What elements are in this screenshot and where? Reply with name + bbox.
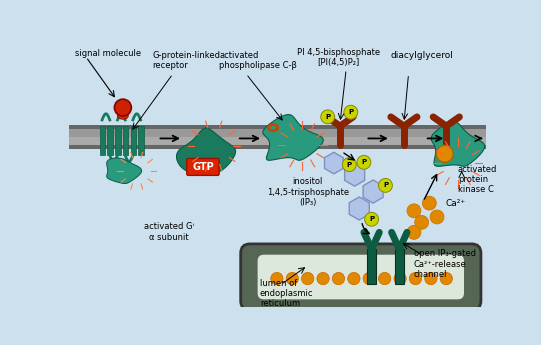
Polygon shape xyxy=(263,115,324,160)
Polygon shape xyxy=(176,128,236,172)
Ellipse shape xyxy=(117,113,128,119)
Circle shape xyxy=(410,273,421,285)
Polygon shape xyxy=(363,180,383,203)
Circle shape xyxy=(379,273,391,285)
Circle shape xyxy=(436,145,453,162)
Circle shape xyxy=(425,273,437,285)
Text: P: P xyxy=(325,114,330,120)
Text: open IP₃-gated
Ca²⁺-release
channel: open IP₃-gated Ca²⁺-release channel xyxy=(414,249,476,279)
Bar xyxy=(69,137,485,145)
Text: Ca²⁺: Ca²⁺ xyxy=(445,199,466,208)
Text: P: P xyxy=(383,183,388,188)
Circle shape xyxy=(440,273,452,285)
Bar xyxy=(69,129,485,137)
Text: G-protein-linked
receptor: G-protein-linked receptor xyxy=(152,51,220,70)
Circle shape xyxy=(342,158,356,171)
Circle shape xyxy=(270,273,283,285)
Circle shape xyxy=(415,215,428,229)
Circle shape xyxy=(114,99,131,116)
Circle shape xyxy=(430,210,444,224)
Text: activated
protein
kinase C: activated protein kinase C xyxy=(458,165,497,194)
FancyBboxPatch shape xyxy=(241,244,481,310)
Polygon shape xyxy=(325,152,343,174)
Bar xyxy=(130,126,136,155)
Text: activated
phospholipase C-β: activated phospholipase C-β xyxy=(219,51,297,70)
Bar xyxy=(123,126,128,155)
Text: inositol
1,4,5-trisphosphate
(IP₃): inositol 1,4,5-trisphosphate (IP₃) xyxy=(267,177,349,207)
Polygon shape xyxy=(431,122,485,166)
Bar xyxy=(69,145,485,149)
Text: P: P xyxy=(369,216,374,222)
Bar xyxy=(69,125,485,129)
Circle shape xyxy=(363,273,375,285)
Text: P: P xyxy=(347,161,352,168)
Circle shape xyxy=(365,212,379,226)
Circle shape xyxy=(407,225,421,239)
Circle shape xyxy=(379,178,392,192)
Text: lumen of
endoplasmic
reticulum: lumen of endoplasmic reticulum xyxy=(260,278,313,308)
Circle shape xyxy=(423,196,436,210)
Text: activated Gⁱ
α subunit: activated Gⁱ α subunit xyxy=(144,222,194,242)
Bar xyxy=(367,249,376,284)
Text: P: P xyxy=(348,109,353,115)
Polygon shape xyxy=(107,158,142,184)
Circle shape xyxy=(344,105,358,119)
Bar xyxy=(138,126,144,155)
Bar xyxy=(115,126,121,155)
Circle shape xyxy=(317,273,329,285)
Polygon shape xyxy=(345,163,365,186)
Circle shape xyxy=(301,273,314,285)
Circle shape xyxy=(357,155,371,169)
Circle shape xyxy=(407,204,421,218)
Circle shape xyxy=(332,273,345,285)
FancyBboxPatch shape xyxy=(187,158,219,175)
Text: diacylglycerol: diacylglycerol xyxy=(391,51,454,60)
Text: P: P xyxy=(361,159,366,165)
Circle shape xyxy=(394,273,406,285)
Bar xyxy=(100,126,105,155)
Circle shape xyxy=(321,110,335,124)
Text: signal molecule: signal molecule xyxy=(75,49,141,58)
Bar xyxy=(108,126,113,155)
FancyBboxPatch shape xyxy=(258,255,464,299)
Circle shape xyxy=(286,273,299,285)
Polygon shape xyxy=(349,197,370,220)
Bar xyxy=(395,249,404,284)
Text: PI 4,5-bisphosphate
[PI(4,5)P₂]: PI 4,5-bisphosphate [PI(4,5)P₂] xyxy=(297,48,380,67)
Text: GTP: GTP xyxy=(192,162,214,172)
Circle shape xyxy=(348,273,360,285)
